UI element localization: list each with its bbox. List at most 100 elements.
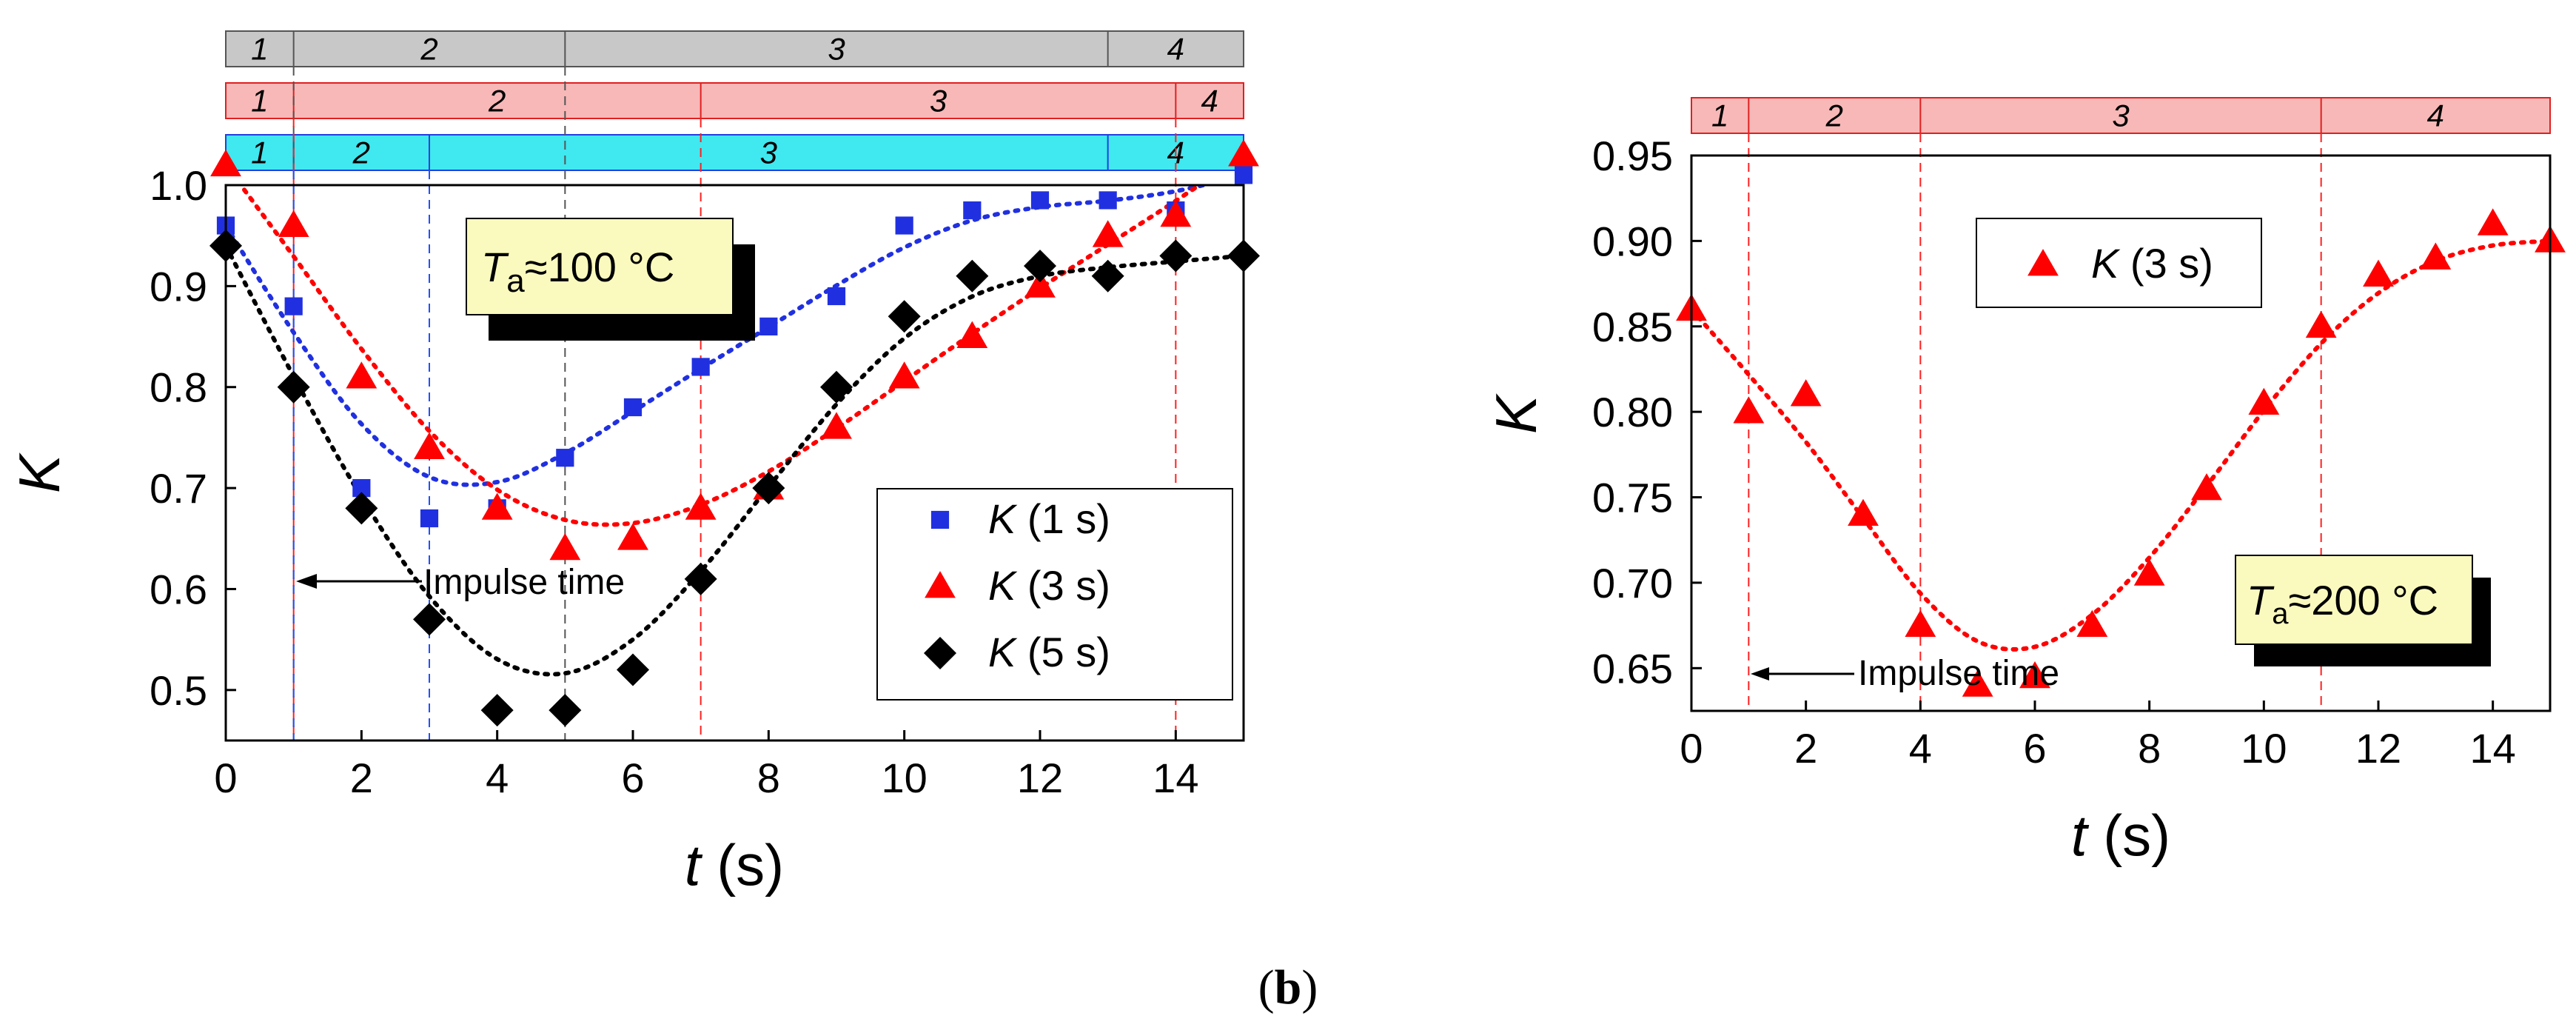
temperature-subscript-left: a (506, 263, 525, 299)
phase-band-cyan-label: 2 (352, 135, 370, 170)
data-point-triangle (1790, 379, 1822, 407)
data-point-triangle (481, 492, 513, 520)
legend-marker-diamond (924, 637, 956, 669)
y-tick-label: 0.85 (1592, 304, 1673, 350)
caption-letter: b (1275, 960, 1302, 1014)
data-point-square (420, 509, 439, 528)
data-point-triangle (1024, 270, 1056, 298)
data-point-triangle (346, 361, 378, 389)
x-tick-label: 10 (2241, 725, 2287, 772)
temperature-label-left: Ta≈100 °C (466, 218, 755, 341)
data-point-triangle (210, 149, 241, 177)
x-ticks-right: 0 2 4 6 8 10 12 14 (1680, 701, 2516, 772)
data-points-left (209, 139, 1260, 727)
data-point-square (1030, 191, 1050, 210)
data-point-diamond (820, 370, 853, 404)
fit-curve-triangle (1691, 238, 2550, 652)
legend-label-triangle: K (3 s) (2091, 240, 2213, 287)
x-axis-var-left: t (685, 832, 703, 897)
plot-frame-right (1690, 154, 2552, 712)
x-tick-label: 2 (1794, 725, 1817, 772)
x-tick-label: 4 (486, 755, 509, 801)
phase-band-pink-label: 2 (488, 83, 506, 118)
legend-marker-triangle (2027, 249, 2059, 276)
data-point-triangle (2191, 473, 2222, 501)
x-tick-label: 8 (757, 755, 780, 801)
data-point-square (963, 201, 982, 220)
phase-band-gray-label: 1 (251, 31, 268, 66)
temperature-label-right: Ta≈200 °C (2235, 555, 2491, 666)
temperature-subscript-right: a (2272, 598, 2289, 630)
impulse-label-left: Impulse time (423, 563, 625, 602)
y-tick-label: 0.80 (1592, 389, 1673, 435)
data-point-triangle (1160, 200, 1192, 227)
data-point-diamond (277, 370, 310, 404)
y-tick-label: 0.75 (1592, 475, 1673, 521)
legend-label-square: K (1 s) (988, 495, 1110, 542)
data-point-triangle (549, 533, 581, 561)
phase-band-pink-label: 1 (251, 83, 268, 118)
y-tick-label: 0.6 (150, 566, 207, 612)
x-axis-var-right: t (2071, 803, 2090, 868)
plot-frame-left (224, 184, 1245, 742)
data-point-diamond (752, 472, 785, 505)
phase-band-pink-label: 4 (2427, 98, 2444, 133)
legend-label-triangle: K (3 s) (988, 562, 1110, 609)
y-tick-label: 0.9 (150, 263, 207, 310)
x-tick-label: 14 (2470, 725, 2516, 772)
phase-band-gray-label: 2 (420, 31, 437, 66)
data-point-triangle (956, 321, 988, 348)
data-point-triangle (1962, 669, 1993, 697)
svg-text:Ta≈100 °C: Ta≈100 °C (481, 244, 674, 299)
phase-band-pink-label: 1 (1711, 98, 1728, 133)
data-point-triangle (821, 412, 852, 439)
phase-band-pink-label: 2 (1825, 98, 1843, 133)
data-point-triangle (1733, 396, 1765, 424)
temperature-value-right: ≈200 °C (2288, 577, 2438, 624)
data-point-triangle (888, 361, 920, 389)
data-point-triangle (278, 210, 309, 237)
data-point-diamond (956, 259, 989, 292)
phase-band-gray-label: 3 (828, 31, 845, 66)
data-point-square (1099, 191, 1117, 210)
impulse-label-right: Impulse time (1858, 654, 2059, 693)
data-point-diamond (684, 562, 717, 595)
data-point-triangle (2420, 242, 2452, 270)
data-point-diamond (617, 653, 649, 686)
y-tick-label: 0.8 (150, 364, 207, 411)
x-tick-label: 2 (350, 755, 373, 801)
data-point-diamond (1159, 239, 1193, 273)
impulse-arrow-head-left (296, 574, 317, 589)
y-ticks-right: 0.65 0.70 0.75 0.80 0.85 0.90 0.95 (1592, 133, 1702, 692)
y-tick-label: 0.7 (150, 465, 207, 512)
x-tick-label: 10 (882, 755, 928, 801)
temperature-value-left: ≈100 °C (525, 244, 675, 290)
data-point-diamond (345, 492, 378, 525)
phase-band-cyan-label: 3 (760, 135, 777, 170)
x-axis-label-left: t (s) (685, 832, 784, 897)
data-point-triangle (1905, 609, 1936, 638)
data-point-square (284, 297, 303, 315)
y-ticks-left: 0.5 0.6 0.7 0.8 0.9 1.0 (150, 162, 236, 714)
data-point-diamond (413, 603, 446, 636)
x-ticks-left: 0 2 4 6 8 10 12 14 (214, 730, 1198, 801)
data-point-square (556, 449, 574, 467)
data-point-triangle (1848, 498, 1879, 526)
phase-bands-left: 1 2 3 41 2 3 41 2 3 4 (225, 30, 1244, 171)
data-point-triangle (2248, 387, 2280, 415)
temperature-label-box-left (466, 218, 734, 315)
x-tick-label: 12 (1017, 755, 1063, 801)
data-point-triangle (685, 492, 717, 520)
impulse-annotation-left: Impulse time (296, 563, 625, 602)
data-point-square (759, 317, 778, 336)
phase-band-pink (1691, 97, 2551, 134)
data-point-triangle (2133, 558, 2165, 586)
x-axis-unit-right: (s) (2103, 803, 2170, 868)
phase-band-pink-label: 4 (1201, 83, 1218, 118)
phase-band-pink-label: 3 (2112, 98, 2129, 133)
legend-label-diamond: K (5 s) (988, 629, 1110, 675)
data-point-triangle (1092, 220, 1124, 247)
y-tick-label: 0.65 (1592, 645, 1673, 692)
